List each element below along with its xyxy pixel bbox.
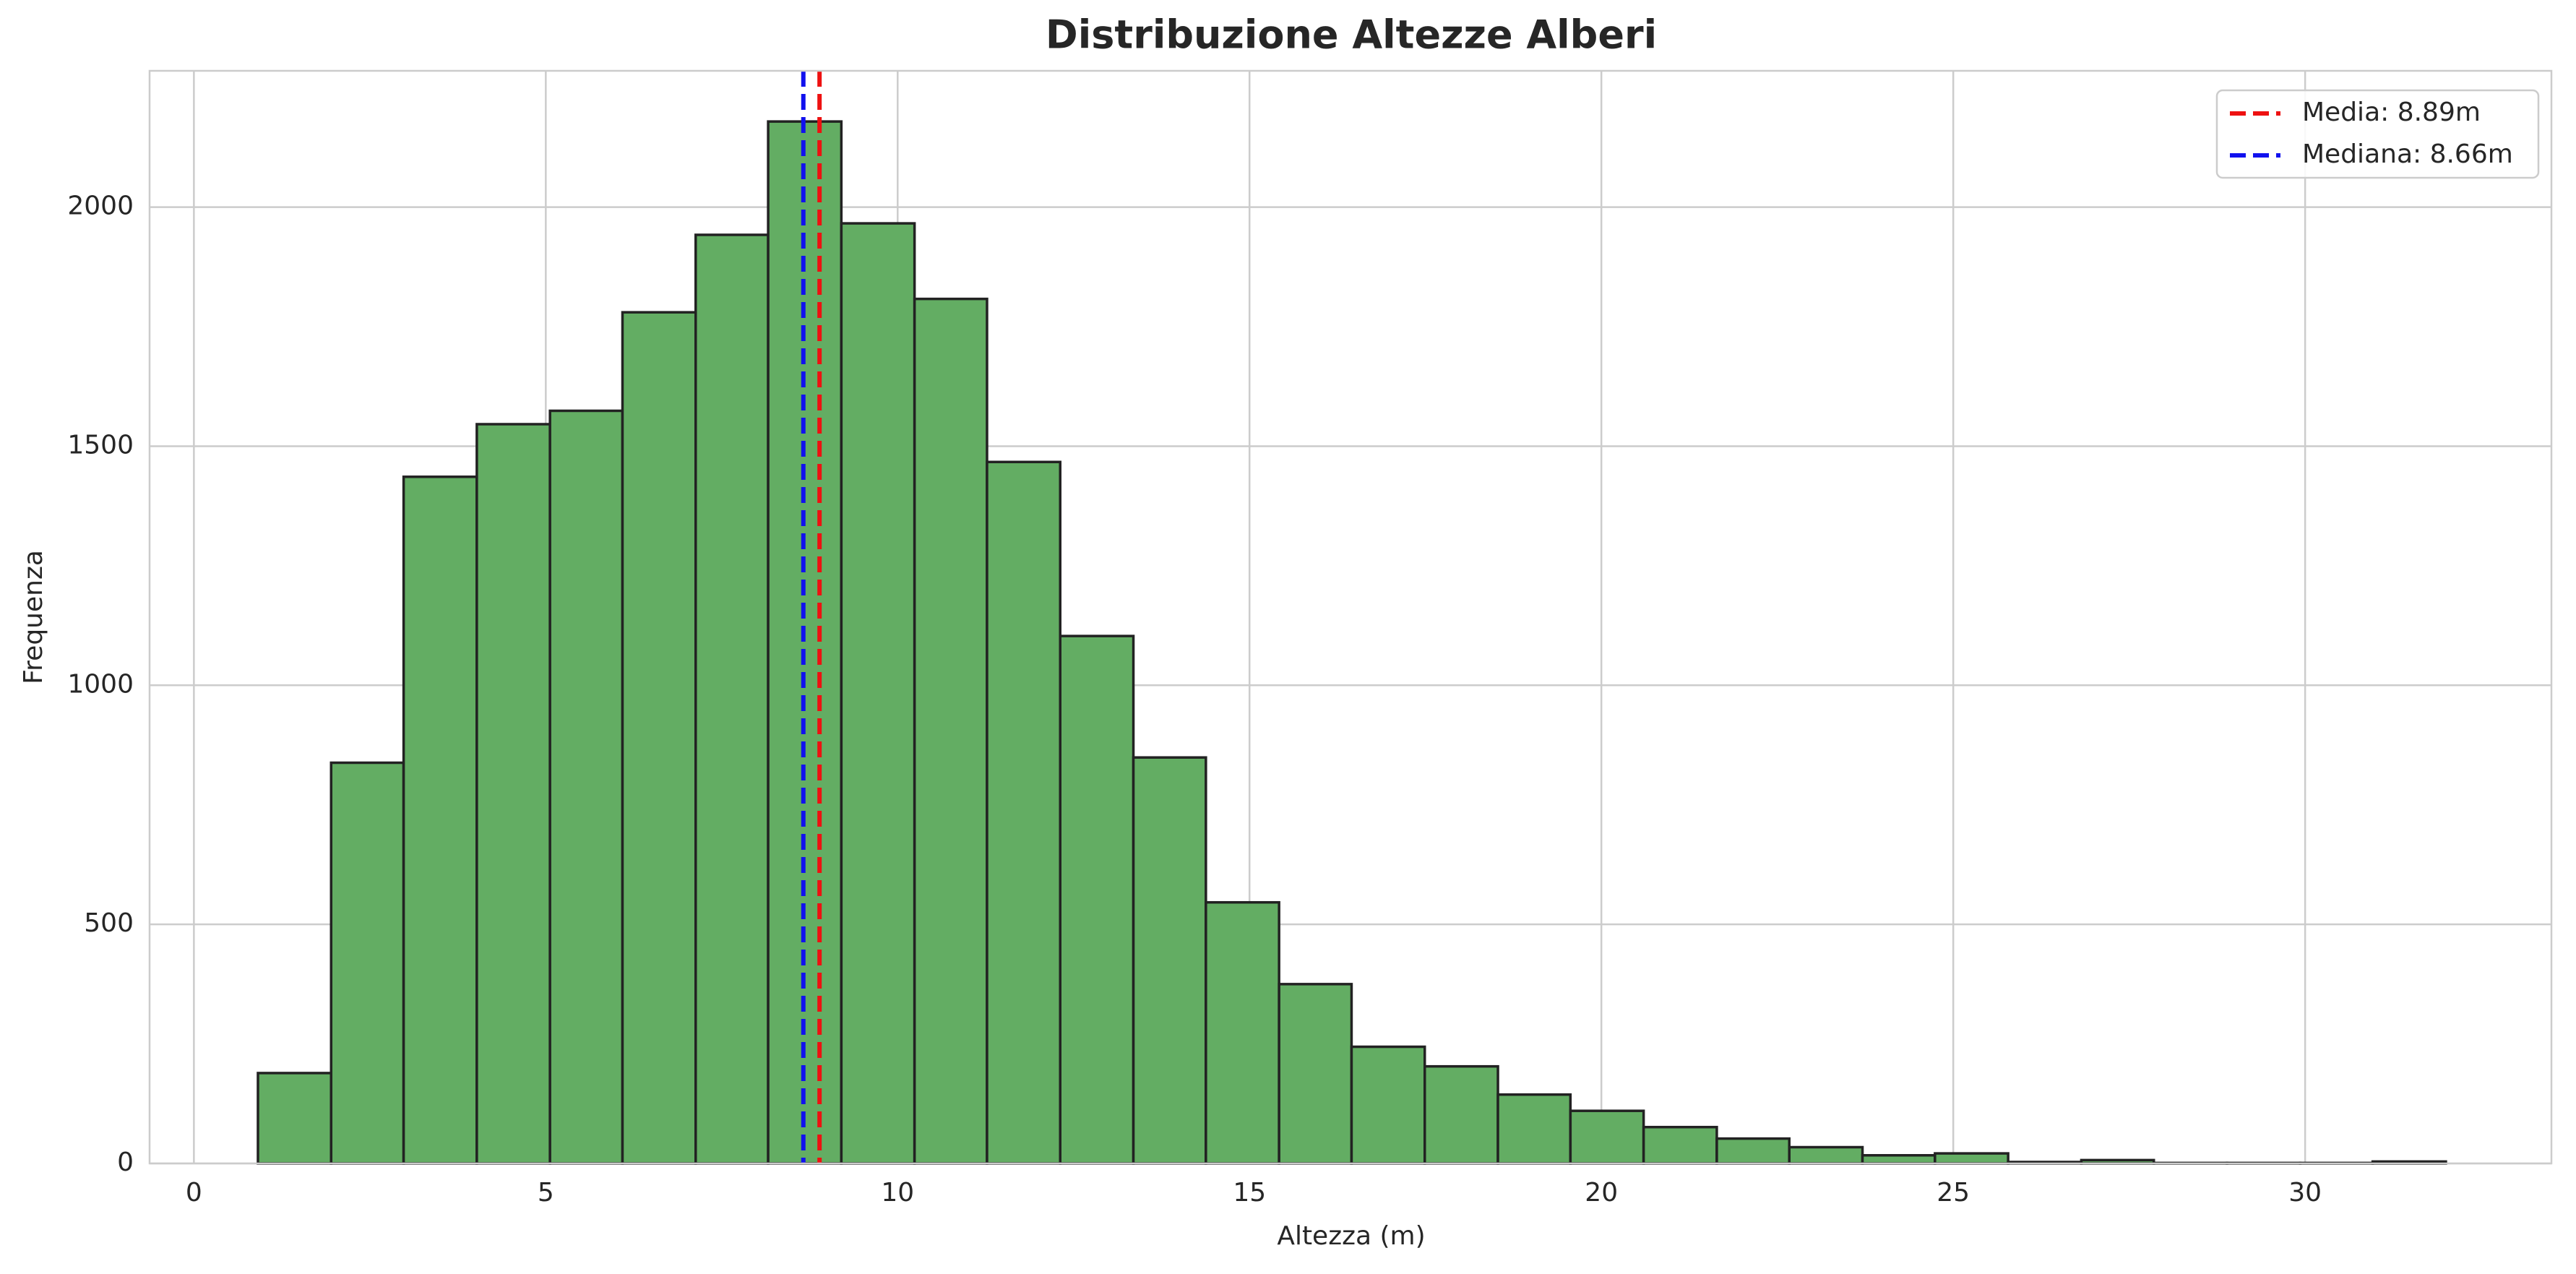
y-tick-label: 1000 bbox=[67, 669, 134, 699]
bar bbox=[1642, 1125, 1718, 1165]
x-tick-label: 5 bbox=[538, 1178, 554, 1208]
x-tick-label: 30 bbox=[2288, 1178, 2322, 1208]
legend-label: Media: 8.89m bbox=[2302, 98, 2481, 127]
x-tick-label: 25 bbox=[1937, 1178, 1970, 1208]
y-axis-label: Frequenza bbox=[19, 550, 48, 684]
x-tick-label: 10 bbox=[881, 1178, 914, 1208]
bar bbox=[1423, 1064, 1499, 1165]
plot-frame bbox=[148, 69, 2553, 1165]
bar bbox=[329, 761, 405, 1165]
bar bbox=[767, 120, 843, 1165]
legend-box bbox=[2215, 89, 2540, 179]
x-tick-label: 20 bbox=[1585, 1178, 1618, 1208]
bar bbox=[1934, 1152, 2009, 1165]
bar bbox=[257, 1072, 333, 1165]
bar bbox=[1278, 983, 1353, 1165]
bar bbox=[1496, 1093, 1572, 1165]
y-tick-label: 2000 bbox=[67, 191, 134, 221]
bar bbox=[1788, 1145, 1864, 1165]
bar bbox=[1861, 1154, 1937, 1165]
bar bbox=[913, 297, 988, 1165]
bar bbox=[1205, 900, 1280, 1165]
bar bbox=[1715, 1137, 1791, 1165]
bar bbox=[621, 311, 697, 1165]
bar bbox=[694, 233, 770, 1165]
legend-label: Mediana: 8.66m bbox=[2302, 139, 2513, 169]
bar bbox=[548, 409, 624, 1165]
x-tick-label: 0 bbox=[186, 1178, 202, 1208]
y-tick-label: 1500 bbox=[67, 430, 134, 460]
bar bbox=[986, 460, 1062, 1165]
bar bbox=[1350, 1045, 1426, 1165]
y-tick-label: 0 bbox=[117, 1148, 134, 1177]
x-axis-label: Altezza (m) bbox=[1277, 1221, 1425, 1251]
bar bbox=[1569, 1109, 1645, 1165]
x-tick-label: 15 bbox=[1233, 1178, 1266, 1208]
bar bbox=[402, 475, 478, 1165]
bar bbox=[1059, 634, 1135, 1165]
bar bbox=[475, 423, 551, 1165]
bar bbox=[1132, 756, 1207, 1165]
chart-title: Distribuzione Altezze Alberi bbox=[1046, 12, 1657, 58]
bar bbox=[840, 222, 916, 1165]
y-tick-label: 500 bbox=[84, 908, 134, 938]
